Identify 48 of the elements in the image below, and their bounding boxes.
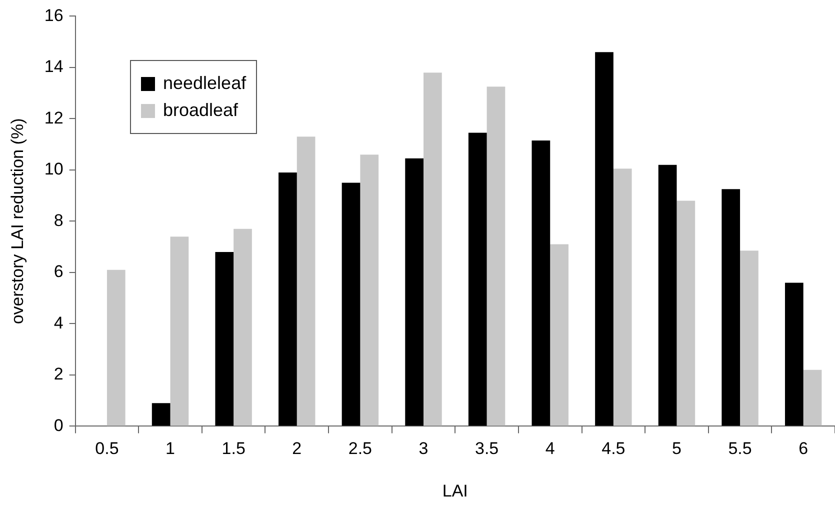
- bar: [550, 244, 568, 426]
- y-tick-label: 4: [54, 313, 64, 332]
- bar: [278, 172, 297, 426]
- x-tick-label: 1: [166, 439, 176, 458]
- y-tick-label: 12: [44, 108, 64, 128]
- x-tick-label: 5.5: [728, 439, 752, 458]
- bar: [676, 200, 696, 426]
- y-tick-label: 6: [54, 262, 64, 282]
- x-tick-label: 4.5: [602, 439, 626, 458]
- y-tick-label: 0: [54, 416, 64, 435]
- bar: [424, 72, 442, 426]
- y-tick-label: 8: [54, 210, 64, 230]
- legend-label: needleleaf: [162, 73, 246, 94]
- bar: [658, 164, 677, 426]
- x-axis-title: LAI: [442, 481, 468, 500]
- bar: [106, 270, 126, 426]
- x-tick-label: 0.5: [95, 439, 119, 458]
- bar: [296, 136, 316, 426]
- bar: [784, 282, 804, 426]
- bar: [360, 154, 379, 426]
- y-tick-label: 10: [44, 160, 64, 179]
- bar: [152, 403, 170, 426]
- x-tick-label: 1.5: [222, 439, 246, 458]
- x-tick-label: 4: [545, 439, 555, 458]
- bar: [595, 52, 614, 426]
- y-tick-label: 2: [54, 364, 64, 384]
- bar: [613, 168, 632, 426]
- x-tick-label: 2.5: [348, 439, 372, 458]
- x-tick-label: 5: [672, 439, 682, 458]
- y-tick-label: 14: [44, 57, 64, 76]
- bar: [170, 236, 189, 426]
- bar: [532, 140, 550, 426]
- bar: [234, 228, 252, 426]
- bar: [486, 86, 506, 426]
- x-tick-label: 3.5: [474, 439, 499, 458]
- x-tick-label: 6: [798, 439, 808, 458]
- bar: [803, 370, 822, 426]
- bar: [468, 132, 487, 426]
- y-axis-title: overstory LAI reduction (%): [8, 118, 27, 324]
- x-tick-label: 3: [418, 439, 428, 458]
- legend-label: broadleaf: [162, 100, 240, 121]
- bar: [740, 250, 758, 426]
- x-tick-label: 2: [292, 439, 302, 458]
- bar: [342, 182, 360, 426]
- y-tick-label: 16: [44, 6, 64, 25]
- bar: [722, 189, 740, 426]
- bar: [405, 158, 424, 426]
- bar: [215, 252, 234, 426]
